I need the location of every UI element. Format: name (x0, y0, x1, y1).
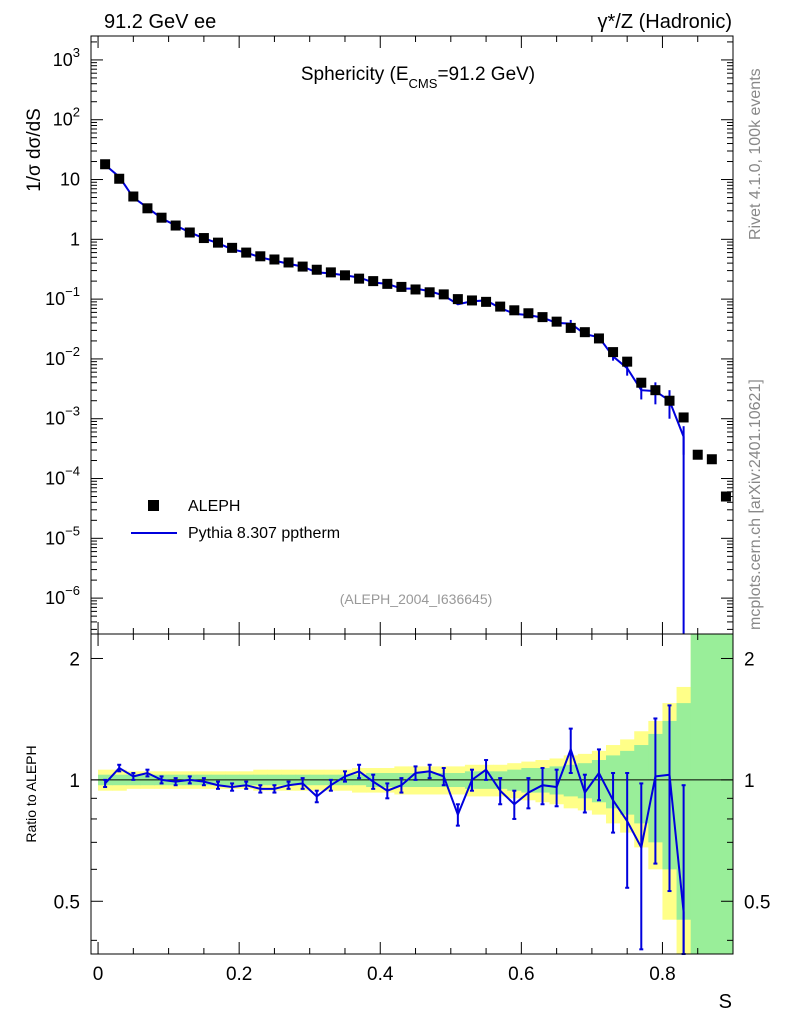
data-point (664, 395, 675, 406)
legend-mc-label: Pythia 8.307 pptherm (188, 525, 340, 542)
main-x-ticks (97, 36, 734, 634)
data-point (255, 251, 266, 262)
x-tick-label: 0 (93, 964, 104, 985)
data-point (537, 312, 548, 323)
y-tick-label: 10 (60, 170, 80, 190)
data-point (523, 308, 534, 319)
legend: ALEPH Pythia 8.307 pptherm (131, 498, 340, 542)
data-point (325, 267, 336, 278)
title-sub: CMS (409, 76, 438, 91)
header-right: γ*/Z (Hadronic) (598, 11, 732, 33)
data-point (297, 261, 308, 272)
data-point (114, 173, 125, 184)
plot-title: Sphericity (ECMS=91.2 GeV) (301, 64, 535, 91)
data-point (608, 347, 619, 358)
ratio-tick-label: 0.5 (54, 892, 80, 913)
main-frame (90, 35, 734, 635)
data-point (622, 356, 633, 367)
data-series (100, 159, 731, 502)
x-tick-label: 0.6 (508, 964, 534, 985)
data-point (678, 412, 689, 423)
y-tick-label: 10−3 (45, 404, 80, 429)
y-axis-label-main: 1/σ dσ/dS (24, 108, 45, 192)
data-point (311, 264, 322, 275)
data-point (382, 278, 393, 289)
data-point (227, 242, 238, 253)
data-point (565, 322, 576, 333)
legend-data-marker (148, 500, 159, 511)
data-point (283, 257, 294, 268)
y-tick-label: 10−1 (45, 284, 80, 309)
y-tick-label: 103 (53, 45, 80, 70)
main-y-ticks: 10−6 10−5 10−4 10−3 10−2 10−1 1 10 102 103 (45, 41, 733, 630)
data-point (396, 281, 407, 292)
title-main: Sphericity (E (301, 64, 409, 85)
ratio-tick-label-right: 1 (744, 771, 755, 792)
uncertainty-bands (98, 634, 734, 954)
mcplots-label: mcplots.cern.ch [arXiv:2401.10621] (747, 379, 764, 630)
ratio-tick-label-right: 2 (744, 649, 755, 670)
data-point (720, 491, 731, 502)
ratio-y-ticks: 0.5 0.5 1 1 2 2 (54, 649, 770, 941)
ratio-frame (90, 633, 734, 955)
ratio-tick-label: 2 (69, 649, 80, 670)
ratio-tick-label-right: 0.5 (744, 892, 770, 913)
data-point (142, 203, 153, 214)
band-inner (704, 634, 720, 954)
x-tick-label: 0.8 (649, 964, 675, 985)
data-point (706, 454, 717, 465)
main-panel: 10−6 10−5 10−4 10−3 10−2 10−1 1 10 102 103 Spheri… (24, 35, 734, 635)
band-inner (718, 634, 734, 954)
data-point (495, 301, 506, 312)
data-point (156, 212, 167, 223)
x-tick-label: 0.4 (367, 964, 394, 985)
data-point (636, 377, 647, 388)
x-tick-labels: 0 0.2 0.4 0.6 0.8 (93, 964, 676, 985)
data-point (100, 159, 111, 170)
data-point (509, 305, 520, 316)
ratio-tick-label: 1 (69, 771, 80, 792)
y-tick-label: 10−2 (45, 344, 80, 369)
ratio-panel: 0.5 0.5 1 1 2 2 Ratio to ALEPH (23, 633, 770, 955)
band-inner (690, 634, 706, 954)
data-point (438, 289, 449, 300)
data-point (241, 247, 252, 258)
legend-data-label: ALEPH (188, 498, 240, 515)
rivet-label: Rivet 4.1.0, 100k events (747, 68, 764, 240)
data-point (198, 233, 209, 244)
data-point (368, 276, 379, 287)
data-point (184, 227, 195, 238)
analysis-tag: (ALEPH_2004_I636645) (340, 591, 493, 607)
data-point (212, 237, 223, 248)
data-point (692, 449, 703, 460)
y-axis-label-ratio: Ratio to ALEPH (23, 745, 39, 842)
x-tick-label: 0.2 (226, 964, 252, 985)
data-point (410, 284, 421, 295)
y-tick-label: 10−6 (45, 583, 80, 608)
data-point (354, 273, 365, 284)
data-point (650, 385, 661, 396)
data-point (269, 254, 280, 265)
data-point (424, 287, 435, 298)
y-tick-label: 102 (53, 105, 80, 130)
data-point (466, 295, 477, 306)
y-tick-label: 10−4 (45, 464, 80, 489)
y-tick-label: 10−5 (45, 523, 80, 548)
data-point (452, 294, 463, 305)
data-point (339, 270, 350, 281)
band-inner (563, 764, 579, 797)
data-point (551, 316, 562, 327)
ratio-x-ticks (97, 634, 734, 954)
x-axis-label: S (719, 991, 732, 1013)
mc-ratio-series (103, 704, 686, 955)
title-tail: =91.2 GeV) (437, 64, 535, 85)
data-point (128, 191, 139, 202)
data-point (579, 327, 590, 338)
data-point (481, 296, 492, 307)
header-left: 91.2 GeV ee (104, 11, 216, 33)
data-point (170, 220, 181, 231)
y-tick-label: 1 (70, 229, 80, 249)
data-point (593, 333, 604, 344)
